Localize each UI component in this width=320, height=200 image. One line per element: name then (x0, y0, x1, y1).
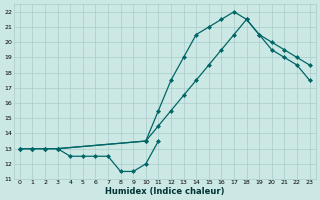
X-axis label: Humidex (Indice chaleur): Humidex (Indice chaleur) (105, 187, 224, 196)
